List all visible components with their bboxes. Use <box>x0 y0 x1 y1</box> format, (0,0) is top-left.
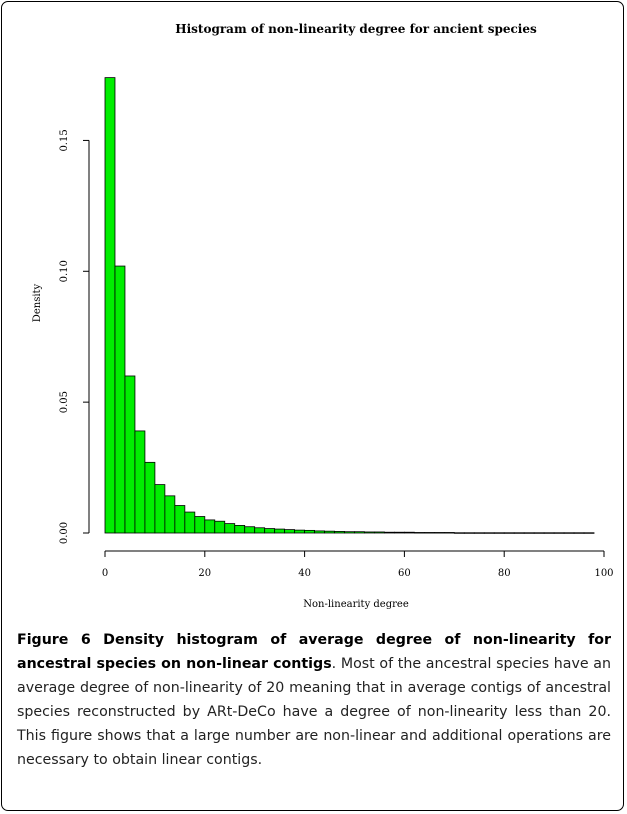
y-tick-label: 0.00 <box>59 522 70 544</box>
caption-label: Figure 6 Density histogram of average de… <box>17 632 611 672</box>
x-tick-label: 0 <box>102 568 108 579</box>
histogram-bar <box>503 532 515 534</box>
histogram-bar <box>234 525 246 534</box>
histogram-bar <box>463 532 475 534</box>
histogram-bar <box>443 532 455 534</box>
histogram-bar <box>334 531 345 534</box>
histogram-bar <box>483 532 495 534</box>
histogram-bar <box>314 530 325 534</box>
histogram-bar <box>543 532 555 534</box>
histogram-bar <box>523 532 535 534</box>
histogram-bar <box>194 516 206 534</box>
histogram-bar <box>304 529 315 534</box>
x-tick-label: 20 <box>198 568 211 579</box>
y-axis: 0.00 0.05 0.10 0.15 <box>59 129 90 544</box>
histogram-bar <box>274 528 286 534</box>
y-axis-label: Density <box>32 283 43 322</box>
histogram-bar <box>204 519 216 534</box>
histogram-bar <box>423 532 435 534</box>
caption-text: . Most of the ancestral species have an … <box>17 656 611 768</box>
histogram-bar <box>224 523 236 534</box>
histogram-bar <box>214 520 226 534</box>
figure-caption: Figure 6 Density histogram of average de… <box>17 628 611 772</box>
histogram-bar <box>473 532 485 534</box>
histogram-bar <box>124 375 136 534</box>
histogram-bar <box>403 531 415 534</box>
histogram-bar <box>114 265 126 534</box>
histogram-bar <box>364 531 375 534</box>
x-axis-label: Non-linearity degree <box>303 599 409 610</box>
histogram-bar <box>354 531 365 534</box>
histogram-chart: Histogram of non-linearity degree for an… <box>32 22 614 610</box>
histogram-bar <box>573 532 585 534</box>
histogram-bar <box>513 532 525 534</box>
bars <box>104 77 595 534</box>
histogram-bar <box>413 532 425 534</box>
histogram-bar <box>264 528 276 534</box>
y-tick-label: 0.10 <box>59 260 70 282</box>
histogram-bar <box>374 531 385 534</box>
x-tick-label: 60 <box>398 568 411 579</box>
histogram-bar <box>144 461 156 534</box>
histogram-bar <box>284 529 296 534</box>
histogram-bar <box>344 531 355 534</box>
histogram-bar <box>384 531 395 534</box>
x-tick-label: 100 <box>594 568 613 579</box>
y-tick-label: 0.15 <box>59 129 70 151</box>
x-tick-label: 40 <box>298 568 311 579</box>
histogram-bar <box>533 532 545 534</box>
histogram-bar <box>164 495 176 534</box>
histogram-bar <box>394 531 405 534</box>
histogram-bar <box>254 527 266 534</box>
histogram-bar <box>244 526 256 534</box>
histogram-bar <box>563 532 575 534</box>
histogram-bar <box>453 532 465 534</box>
histogram-bar <box>154 484 166 534</box>
x-tick-label: 80 <box>498 568 511 579</box>
histogram-bar <box>134 430 146 534</box>
chart-title: Histogram of non-linearity degree for an… <box>175 22 537 36</box>
histogram-bar <box>583 532 595 534</box>
x-axis: 0 20 40 60 80 100 <box>102 550 614 579</box>
histogram-bar <box>493 532 505 534</box>
histogram-bar <box>184 511 196 534</box>
histogram-bar <box>553 532 565 534</box>
histogram-bar <box>104 77 116 534</box>
histogram-bar <box>324 530 335 534</box>
histogram-bar <box>294 529 305 534</box>
histogram-bar <box>174 505 186 534</box>
y-tick-label: 0.05 <box>59 391 70 413</box>
histogram-bar <box>433 532 445 534</box>
